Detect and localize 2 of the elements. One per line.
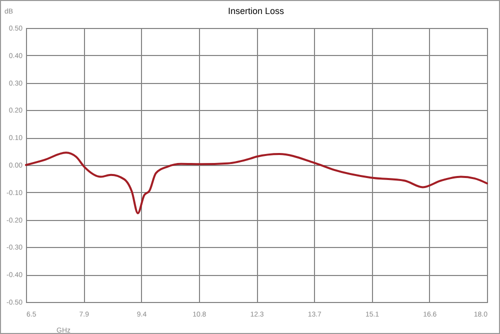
chart-title: Insertion Loss (228, 6, 285, 16)
line-series (25, 152, 488, 214)
